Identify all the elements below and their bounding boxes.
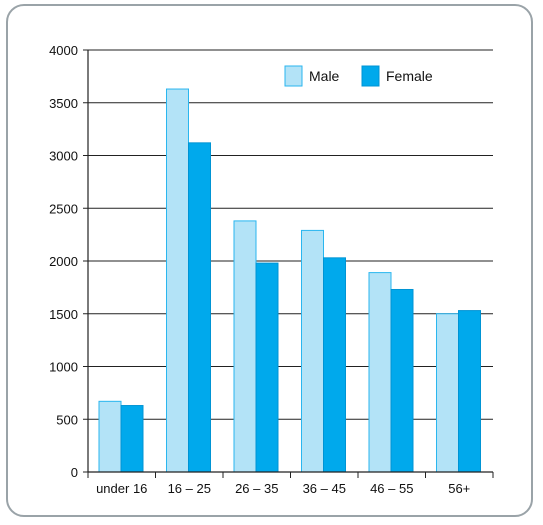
bar-female xyxy=(188,142,211,473)
legend-female-label: Female xyxy=(386,68,433,84)
x-tick-label: 26 – 35 xyxy=(235,481,278,496)
bar-male xyxy=(436,313,459,473)
y-axis-ticks: 0 500 1000 1500 2000 2500 3000 3500 4000 xyxy=(49,43,88,480)
y-tick-label: 1500 xyxy=(49,307,78,322)
y-tick-label: 0 xyxy=(71,465,78,480)
y-tick-label: 1000 xyxy=(49,360,78,375)
bar-female xyxy=(120,405,144,473)
bar-male xyxy=(98,400,122,473)
y-tick-label: 3000 xyxy=(49,149,78,164)
legend-female-swatch xyxy=(361,65,380,87)
y-tick-label: 3500 xyxy=(49,96,78,111)
legend: Male Female xyxy=(284,65,433,87)
bar-female xyxy=(323,257,346,473)
y-tick-label: 500 xyxy=(56,412,78,427)
y-tick-label: 4000 xyxy=(49,43,78,58)
bar-male xyxy=(166,88,189,473)
bar-male xyxy=(233,220,257,473)
bar-male xyxy=(301,229,324,473)
x-axis-ticks: under 16 16 – 25 26 – 35 36 – 45 46 – 55 56+ xyxy=(87,472,494,496)
y-tick-label: 2500 xyxy=(49,201,78,216)
x-tick-label: 16 – 25 xyxy=(168,481,211,496)
x-tick-label: 36 – 45 xyxy=(303,481,346,496)
legend-male-swatch xyxy=(284,65,303,87)
bar-female xyxy=(390,288,414,473)
legend-male-label: Male xyxy=(309,68,340,84)
x-tick-label: 56+ xyxy=(448,481,470,496)
y-tick-label: 2000 xyxy=(49,254,78,269)
x-tick-label: under 16 xyxy=(96,481,147,496)
bar-male xyxy=(368,272,392,473)
grid-lines xyxy=(88,49,493,420)
bar-female xyxy=(255,262,279,473)
bar-female xyxy=(458,310,481,473)
x-tick-label: 46 – 55 xyxy=(370,481,413,496)
bars xyxy=(98,88,481,473)
